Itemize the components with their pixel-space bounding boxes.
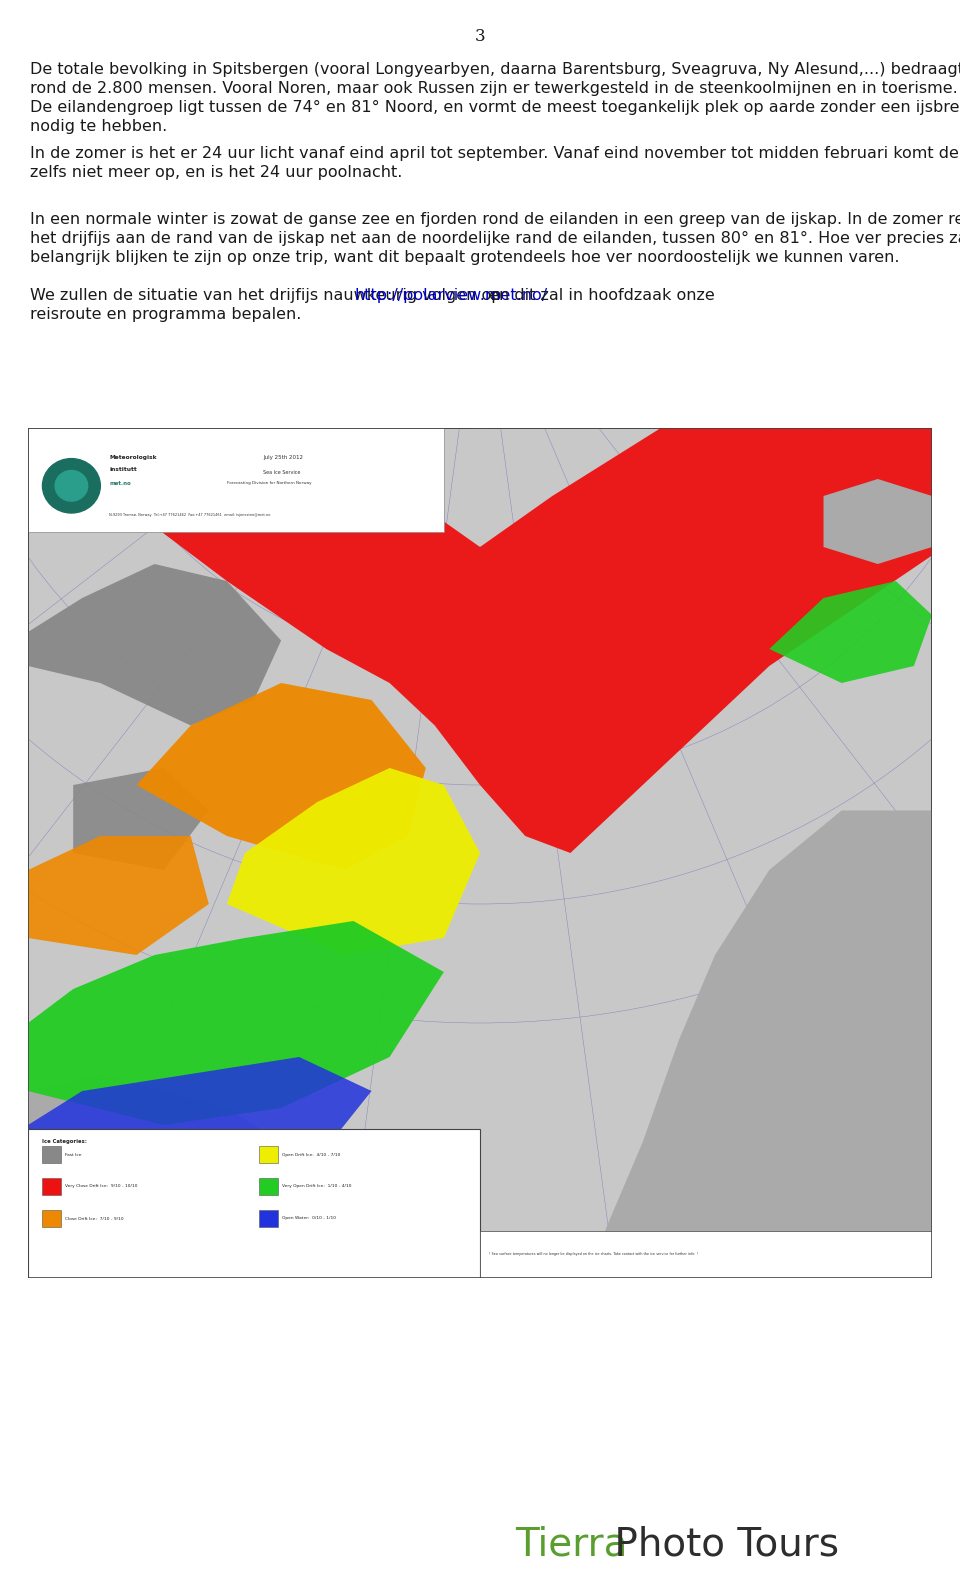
Text: Photo Tours: Photo Tours [602,1524,839,1564]
Bar [258,1210,278,1227]
Bar [41,1147,61,1164]
Text: http://polarview.met.no/: http://polarview.met.no/ [354,288,547,304]
Text: In de zomer is het er 24 uur licht vanaf eind april tot september. Vanaf eind no: In de zomer is het er 24 uur licht vanaf… [30,146,960,160]
Text: Meteorologisk: Meteorologisk [109,455,157,461]
Polygon shape [824,480,932,565]
Text: institutt: institutt [109,467,137,472]
Text: Tierra: Tierra [515,1524,628,1564]
Text: Close Drift Ice:  7/10 - 9/10: Close Drift Ice: 7/10 - 9/10 [65,1216,124,1221]
Polygon shape [28,922,444,1125]
Text: Forecasting Division for Northern Norway: Forecasting Division for Northern Norway [227,481,311,484]
Text: Fast Ice: Fast Ice [65,1153,82,1156]
Text: We zullen de situatie van het drijfijs nauwkeurig volgen op: We zullen de situatie van het drijfijs n… [30,288,507,304]
Text: en dit zal in hoofdzaak onze: en dit zal in hoofdzaak onze [484,288,715,304]
Text: rond de 2.800 mensen. Vooral Noren, maar ook Russen zijn er tewerkgesteld in de : rond de 2.800 mensen. Vooral Noren, maar… [30,80,958,96]
Text: July 25th 2012: July 25th 2012 [263,455,303,461]
Text: nodig te hebben.: nodig te hebben. [30,120,167,134]
Bar [258,1178,278,1195]
Polygon shape [769,580,932,683]
Text: zelfs niet meer op, en is het 24 uur poolnacht.: zelfs niet meer op, en is het 24 uur poo… [30,165,402,179]
Text: De eilandengroep ligt tussen de 74° en 81° Noord, en vormt de meest toegankelijk: De eilandengroep ligt tussen de 74° en 8… [30,101,960,115]
Text: Very Close Drift Ice:  9/10 - 10/10: Very Close Drift Ice: 9/10 - 10/10 [65,1184,137,1188]
Text: Open Water:  0/10 - 1/10: Open Water: 0/10 - 1/10 [282,1216,336,1221]
Polygon shape [73,768,209,870]
Text: N-9293 Tromsø, Norway  Tel:+47 77621462  Fax:+47 77621461  email: isjenesten@met: N-9293 Tromsø, Norway Tel:+47 77621462 F… [109,513,271,518]
Polygon shape [28,1074,390,1277]
Bar [28,1129,480,1277]
Polygon shape [136,683,426,870]
Bar [258,1147,278,1164]
Bar [480,1232,932,1277]
Text: Sea Ice Service: Sea Ice Service [263,470,300,475]
Text: reisroute en programma bepalen.: reisroute en programma bepalen. [30,307,301,322]
Text: De totale bevolking in Spitsbergen (vooral Longyearbyen, daarna Barentsburg, Sve: De totale bevolking in Spitsbergen (voor… [30,61,960,77]
Text: In een normale winter is zowat de ganse zee en fjorden rond de eilanden in een g: In een normale winter is zowat de ganse … [30,212,960,227]
Bar [41,1210,61,1227]
Text: belangrijk blijken te zijn op onze trip, want dit bepaalt grotendeels hoe ver no: belangrijk blijken te zijn op onze trip,… [30,250,900,264]
Polygon shape [73,428,932,853]
Polygon shape [588,810,932,1277]
Text: Ice Categories:: Ice Categories: [41,1139,86,1145]
Circle shape [55,470,87,502]
Polygon shape [28,1057,372,1192]
Polygon shape [28,835,209,955]
Bar [28,428,444,532]
Text: ! Sea surface temperatures will no longer be displayed on the ice charts. Take c: ! Sea surface temperatures will no longe… [489,1252,698,1257]
Polygon shape [227,768,480,955]
Polygon shape [28,565,281,725]
Text: met.no: met.no [109,481,132,486]
Text: het drijfijs aan de rand van de ijskap net aan de noordelijke rand de eilanden, : het drijfijs aan de rand van de ijskap n… [30,231,960,245]
Bar [41,1178,61,1195]
Text: Very Open Drift Ice:  1/10 - 4/10: Very Open Drift Ice: 1/10 - 4/10 [282,1184,351,1188]
Text: Open Drift Ice:  4/10 - 7/10: Open Drift Ice: 4/10 - 7/10 [282,1153,341,1156]
Text: 3: 3 [474,28,486,46]
Circle shape [42,459,100,513]
